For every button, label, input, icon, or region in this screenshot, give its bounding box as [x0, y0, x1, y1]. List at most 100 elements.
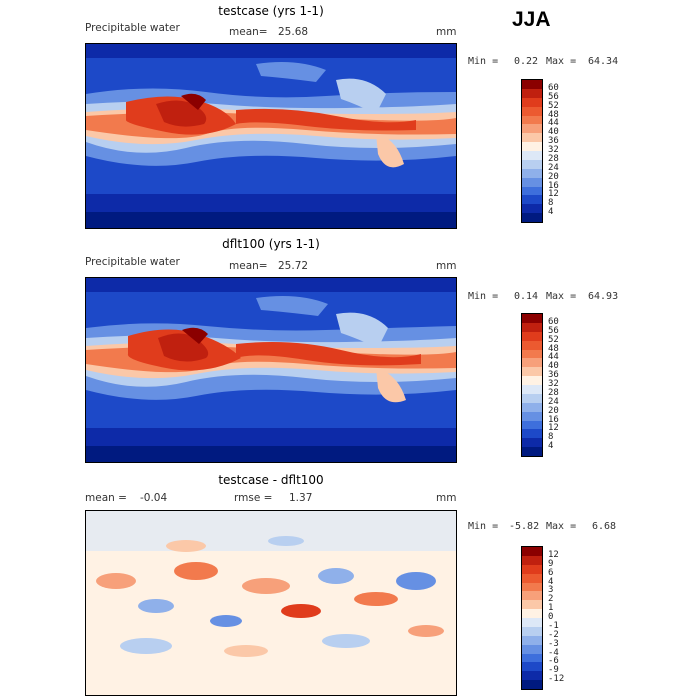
colorbar-tick-label: 48	[548, 109, 559, 120]
colorbar-segment	[522, 349, 542, 359]
colorbar-tick-label: 28	[548, 387, 559, 398]
panel-3-map	[85, 510, 457, 696]
panel-2-title: dflt100 (yrs 1-1)	[222, 237, 320, 251]
colorbar-tick-label: 32	[548, 379, 559, 389]
colorbar-segment	[522, 402, 542, 412]
colorbar-tick-label: 12	[548, 189, 559, 200]
colorbar-segment	[522, 547, 542, 556]
panel-2-contour-field	[86, 278, 456, 462]
colorbar-segment	[522, 168, 542, 178]
colorbar-segment	[522, 618, 542, 627]
panel-2-units: mm	[436, 260, 457, 272]
colorbar-segment	[522, 420, 542, 430]
colorbar-segment	[522, 653, 542, 663]
panel-1-mean-label: mean=	[229, 26, 268, 38]
colorbar-tick-label: 12	[548, 549, 559, 560]
colorbar-tick-label: -9	[548, 665, 559, 676]
colorbar-segment	[522, 644, 542, 654]
panel-3-min-label: Min =	[468, 521, 499, 532]
colorbar-segment	[522, 177, 542, 187]
colorbar-tick-label: 24	[548, 162, 559, 173]
colorbar-tick-label: 36	[548, 370, 559, 381]
colorbar-segment	[522, 133, 542, 143]
colorbar-tick-label: 32	[548, 145, 559, 155]
colorbar-segment	[522, 376, 542, 385]
colorbar-segment	[522, 106, 542, 116]
colorbar-segment	[522, 411, 542, 421]
colorbar-segment	[522, 662, 542, 672]
panel-3-max-value: 6.68	[592, 521, 617, 532]
panel-2-max-value: 64.93	[588, 291, 619, 302]
colorbar-tick-label: 16	[548, 180, 559, 191]
colorbar-segment	[522, 159, 542, 169]
colorbar-tick-label: -2	[548, 629, 559, 640]
colorbar-tick-label: 20	[548, 171, 559, 182]
panel-1-title: testcase (yrs 1-1)	[218, 4, 324, 18]
panel-2-variable: Precipitable water	[85, 256, 180, 268]
colorbar-segment	[522, 600, 542, 610]
colorbar-segment	[522, 367, 542, 377]
panel-1-max-label: Max =	[546, 56, 577, 67]
colorbar-tick-label: 4	[548, 576, 554, 587]
panel-2-mean-value: 25.72	[278, 260, 309, 272]
colorbar-segment	[522, 124, 542, 134]
colorbar-segment	[522, 88, 542, 98]
panel-3-rmse-value: 1.37	[289, 492, 313, 504]
colorbar-segment	[522, 671, 542, 681]
panel-3-mean-value: -0.04	[140, 492, 168, 504]
panel-2-colorbar	[521, 313, 543, 457]
colorbar-tick-label: 52	[548, 100, 559, 111]
colorbar-segment	[522, 609, 542, 618]
colorbar-tick-label: -12	[548, 674, 565, 685]
colorbar-tick-label: 8	[548, 198, 554, 209]
colorbar-segment	[522, 151, 542, 160]
colorbar-tick-label: 9	[548, 558, 554, 569]
panel-2-map	[85, 277, 457, 463]
panel-3-mean-label: mean =	[85, 492, 127, 504]
colorbar-segment	[522, 186, 542, 196]
colorbar-tick-label: 1	[548, 603, 554, 614]
panel-1-max-value: 64.34	[588, 56, 619, 67]
colorbar-tick-label: 0	[548, 612, 554, 622]
colorbar-tick-label: 36	[548, 136, 559, 147]
panel-1-map	[85, 43, 457, 229]
colorbar-tick-label: -3	[548, 638, 559, 649]
colorbar-tick-label: -1	[548, 620, 559, 631]
colorbar-segment	[522, 204, 542, 214]
colorbar-tick-label: 40	[548, 361, 559, 372]
colorbar-tick-label: 56	[548, 91, 559, 102]
panel-3-max-label: Max =	[546, 521, 577, 532]
colorbar-tick-label: 4	[548, 441, 554, 452]
season-label: JJA	[512, 8, 551, 31]
colorbar-segment	[522, 438, 542, 448]
panel-2-mean-label: mean=	[229, 260, 268, 272]
colorbar-segment	[522, 635, 542, 645]
panel-2-min-label: Min =	[468, 291, 499, 302]
panel-2-min-value: 0.14	[514, 291, 539, 302]
panel-1-min-label: Min =	[468, 56, 499, 67]
colorbar-tick-label: 16	[548, 414, 559, 425]
colorbar-segment	[522, 385, 542, 394]
panel-1-colorbar	[521, 79, 543, 223]
colorbar-segment	[522, 142, 542, 151]
colorbar-segment	[522, 80, 542, 89]
colorbar-tick-label: 4	[548, 207, 554, 218]
colorbar-tick-label: 44	[548, 118, 559, 129]
panel-1-contour-field	[86, 44, 456, 228]
colorbar-tick-label: 8	[548, 432, 554, 443]
colorbar-segment	[522, 582, 542, 592]
panel-3-rmse-label: rmse =	[234, 492, 273, 504]
colorbar-segment	[522, 393, 542, 403]
panel-3-min-value: -5.82	[509, 521, 540, 532]
panel-1-mean-value: 25.68	[278, 26, 309, 38]
colorbar-tick-label: 44	[548, 352, 559, 363]
panel-1-units: mm	[436, 26, 457, 38]
colorbar-tick-label: 24	[548, 396, 559, 407]
colorbar-segment	[522, 340, 542, 350]
colorbar-tick-label: 12	[548, 423, 559, 434]
colorbar-tick-label: 20	[548, 405, 559, 416]
colorbar-segment	[522, 626, 542, 636]
colorbar-segment	[522, 213, 542, 222]
panel-3-colorbar	[521, 546, 543, 690]
colorbar-tick-label: -6	[548, 656, 559, 667]
